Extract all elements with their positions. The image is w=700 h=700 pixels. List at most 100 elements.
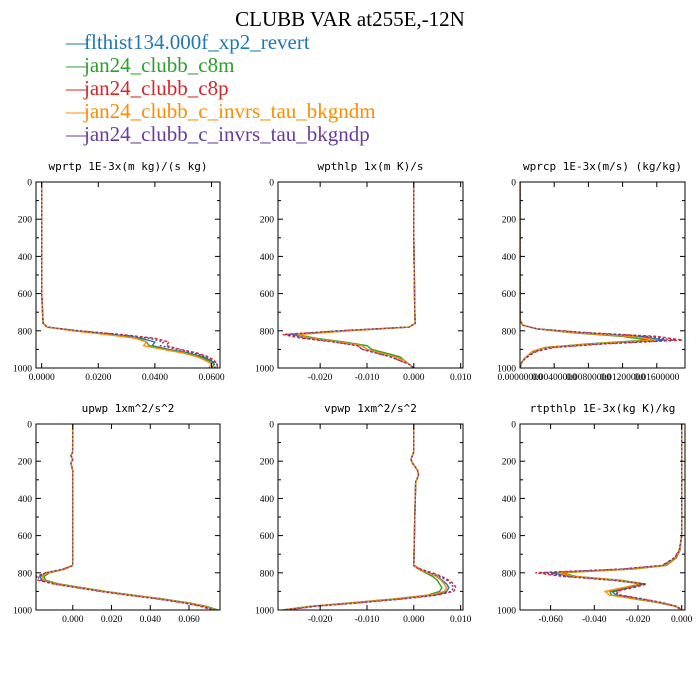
series-line (557, 424, 683, 610)
x-tick-label: 0.000 (671, 615, 693, 625)
x-tick-label: 0.0000 (29, 373, 55, 383)
x-tick-label: 0.020 (101, 615, 123, 625)
legend-label: flthist134.000f_xp2_revert (84, 30, 310, 54)
y-tick-label: 400 (260, 253, 275, 263)
x-tick-label: -0.020 (308, 373, 333, 383)
x-tick-label: -0.060 (538, 615, 563, 625)
series-line (41, 182, 216, 368)
y-tick-label: 200 (260, 458, 275, 468)
y-tick-label: 400 (260, 495, 275, 505)
y-tick-label: 400 (18, 253, 33, 263)
y-tick-label: 0 (269, 179, 274, 189)
y-tick-label: 1000 (13, 607, 32, 617)
x-tick-label: 0.010 (450, 615, 472, 625)
series-line (41, 182, 216, 368)
panel-title: upwp 1xm^2/s^2 (82, 402, 175, 415)
y-tick-label: 0 (27, 179, 32, 189)
series-line (282, 424, 448, 610)
series-line (41, 182, 213, 368)
legend-item: —jan24_clubb_c_invrs_tau_bkgndp (66, 123, 376, 146)
x-tick-label: 0.0400 (142, 373, 168, 383)
series-line (36, 424, 213, 610)
x-tick-label: 0.060 (178, 615, 200, 625)
y-tick-label: 200 (18, 458, 33, 468)
y-tick-label: 600 (18, 532, 33, 542)
legend: —flthist134.000f_xp2_revert —jan24_clubb_… (66, 31, 376, 146)
x-tick-label: -0.020 (308, 615, 333, 625)
y-tick-label: 200 (502, 458, 517, 468)
x-tick-label: 0.0600 (198, 373, 224, 383)
y-tick-label: 1000 (497, 607, 516, 617)
panel-title: vpwp 1xm^2/s^2 (324, 402, 417, 415)
series-line (36, 424, 215, 610)
plot-frame (35, 181, 221, 369)
y-tick-label: 600 (502, 290, 517, 300)
x-tick-label: 0.01200000 (600, 373, 645, 383)
y-tick-label: 800 (502, 569, 517, 579)
x-tick-label: 0.000 (403, 373, 425, 383)
y-tick-label: 800 (260, 569, 275, 579)
legend-label: jan24_clubb_c_invrs_tau_bkgndp (84, 122, 370, 146)
series-line (520, 182, 674, 368)
legend-item: —jan24_clubb_c8p (66, 77, 376, 100)
y-tick-label: 200 (18, 216, 33, 226)
panel-title: rtpthlp 1E-3x(kg K)/kg (530, 402, 676, 415)
legend-label: jan24_clubb_c_invrs_tau_bkgndm (84, 99, 376, 123)
x-tick-label: 0.010 (450, 373, 472, 383)
plot-frame (519, 423, 686, 611)
x-tick-label: 0.0200 (85, 373, 111, 383)
legend-label: jan24_clubb_c8m (84, 53, 235, 77)
y-tick-label: 0 (511, 421, 516, 431)
chart-panel: rtpthlp 1E-3x(kg K)/kg 0 200 400 600 800 1000 -… (497, 402, 693, 625)
series-line (282, 182, 416, 368)
y-tick-label: 200 (260, 216, 275, 226)
y-tick-label: 0 (27, 421, 32, 431)
x-tick-label: -0.040 (582, 615, 607, 625)
x-tick-label: -0.010 (355, 373, 380, 383)
plot-frame (35, 423, 221, 611)
series-line (282, 424, 450, 610)
series-line (41, 182, 219, 368)
chart-panel: wprcp 1E-3x(m/s) (kg/kg) 0 200 400 600 800 100… (497, 160, 686, 383)
panel-title: wprtp 1E-3x(m kg)/(s kg) (49, 160, 208, 173)
legend-item: —jan24_clubb_c_invrs_tau_bkgndm (66, 100, 376, 123)
y-tick-label: 1000 (497, 365, 516, 375)
y-tick-label: 600 (18, 290, 33, 300)
legend-item: —flthist134.000f_xp2_revert (66, 31, 376, 54)
chart-panel: wprtp 1E-3x(m kg)/(s kg) 0 200 400 600 800 100… (13, 160, 225, 383)
series-line (287, 182, 416, 368)
y-tick-label: 600 (260, 532, 275, 542)
y-tick-label: 200 (502, 216, 517, 226)
series-line (291, 182, 416, 368)
series-line (550, 424, 683, 610)
panel-title: wpthlp 1x(m K)/s (318, 160, 424, 173)
chart-panel: vpwp 1xm^2/s^2 0 200 400 600 800 1000 -0.020 -0.… (255, 402, 472, 625)
chart-panel: upwp 1xm^2/s^2 0 200 400 600 800 1000 0.000 0.02… (13, 402, 221, 625)
series-line (40, 424, 217, 610)
series-line (535, 424, 683, 610)
x-tick-label: 0.00400000 (532, 373, 577, 383)
x-tick-label: -0.010 (355, 615, 380, 625)
y-tick-label: 400 (502, 253, 517, 263)
chart-panel: wpthlp 1x(m K)/s 0 200 400 600 800 1000 -0.020 -… (255, 160, 472, 383)
series-line (42, 424, 219, 610)
y-tick-label: 600 (260, 290, 275, 300)
y-tick-label: 1000 (255, 607, 274, 617)
x-tick-label: 0.00800000 (566, 373, 611, 383)
figure-title: CLUBB VAR at255E,-12N (235, 7, 465, 31)
x-tick-label: 0.00000000 (497, 373, 542, 383)
y-tick-label: 800 (502, 327, 517, 337)
y-tick-label: 800 (260, 327, 275, 337)
series-line (520, 182, 683, 368)
y-tick-label: 400 (502, 495, 517, 505)
y-tick-label: 0 (269, 421, 274, 431)
y-tick-label: 1000 (255, 365, 274, 375)
y-tick-label: 600 (502, 532, 517, 542)
x-tick-label: 0.000 (62, 615, 84, 625)
series-line (541, 424, 683, 610)
y-tick-label: 1000 (13, 365, 32, 375)
legend-label: jan24_clubb_c8p (84, 76, 229, 100)
x-tick-label: 0.01600000 (634, 373, 679, 383)
legend-item: —jan24_clubb_c8m (66, 54, 376, 77)
